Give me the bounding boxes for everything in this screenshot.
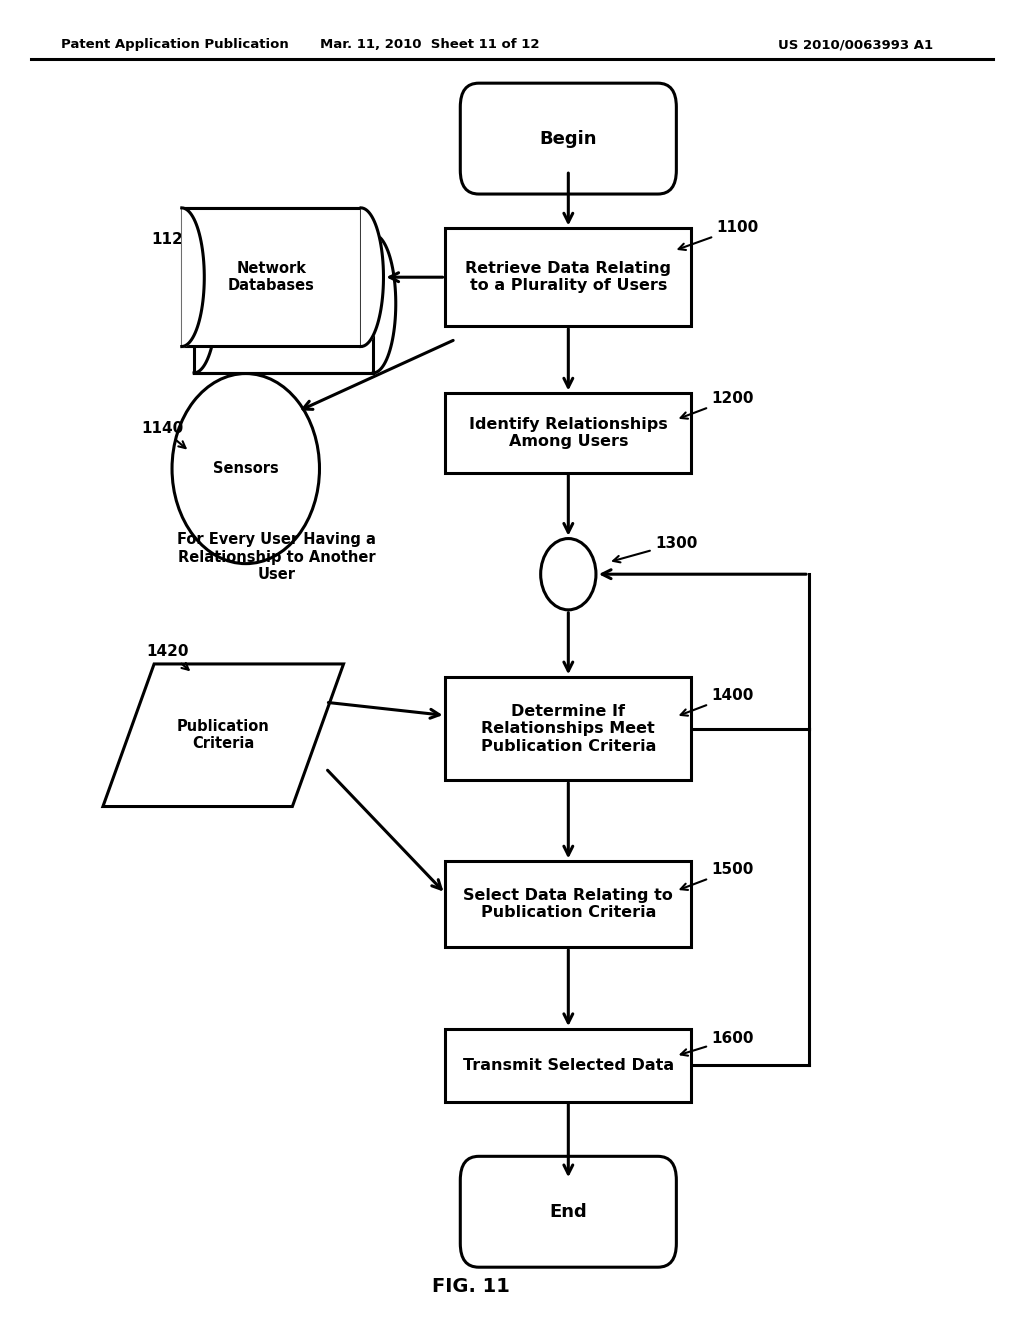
Bar: [445, 677, 691, 780]
Text: 1300: 1300: [613, 536, 697, 562]
Bar: [445, 862, 691, 948]
Text: 1400: 1400: [681, 688, 754, 715]
Bar: [445, 393, 691, 473]
Circle shape: [541, 539, 596, 610]
Bar: [445, 1030, 691, 1101]
Text: 1500: 1500: [681, 862, 754, 890]
Text: Sensors: Sensors: [213, 461, 279, 477]
Text: Determine If
Relationships Meet
Publication Criteria: Determine If Relationships Meet Publicat…: [480, 704, 656, 754]
Bar: [195, 235, 374, 372]
Text: 1600: 1600: [681, 1031, 755, 1056]
Bar: [445, 228, 691, 326]
Circle shape: [172, 374, 319, 564]
Text: Network
Databases: Network Databases: [228, 261, 314, 293]
Text: Select Data Relating to
Publication Criteria: Select Data Relating to Publication Crit…: [464, 888, 673, 920]
Text: 1420: 1420: [146, 644, 189, 669]
FancyBboxPatch shape: [461, 1156, 676, 1267]
Text: End: End: [550, 1203, 587, 1221]
Text: Mar. 11, 2010  Sheet 11 of 12: Mar. 11, 2010 Sheet 11 of 12: [321, 38, 540, 51]
Text: Patent Application Publication: Patent Application Publication: [61, 38, 289, 51]
Text: 1100: 1100: [679, 220, 759, 249]
Text: 1200: 1200: [681, 391, 755, 418]
Text: Identify Relationships
Among Users: Identify Relationships Among Users: [469, 417, 668, 449]
Text: US 2010/0063993 A1: US 2010/0063993 A1: [778, 38, 933, 51]
Text: FIG. 11: FIG. 11: [432, 1278, 510, 1296]
Text: Retrieve Data Relating
to a Plurality of Users: Retrieve Data Relating to a Plurality of…: [465, 261, 672, 293]
Polygon shape: [102, 664, 344, 807]
Text: Publication
Criteria: Publication Criteria: [177, 719, 269, 751]
FancyBboxPatch shape: [461, 83, 676, 194]
Text: Transmit Selected Data: Transmit Selected Data: [463, 1057, 674, 1073]
Text: 1120: 1120: [152, 232, 199, 261]
Text: Begin: Begin: [540, 129, 597, 148]
Bar: [182, 207, 361, 346]
Text: For Every User Having a
Relationship to Another
User: For Every User Having a Relationship to …: [177, 532, 376, 582]
Text: 1140: 1140: [141, 421, 185, 447]
